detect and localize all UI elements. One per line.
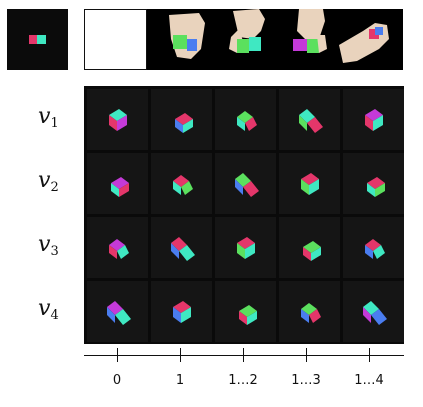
block-pair-icon	[363, 301, 387, 325]
axis-label-4: 1…4	[354, 373, 384, 388]
axis-tick-0	[117, 348, 118, 362]
grid-cell-r2-c3	[215, 153, 276, 214]
block-pair-icon	[173, 175, 193, 195]
block-pair-icon	[109, 239, 129, 259]
grid-cell-r2-c5	[343, 153, 404, 214]
teal-block-icon	[37, 35, 46, 44]
row-label-v3: v3	[38, 232, 59, 259]
axis-tick-1	[180, 348, 181, 362]
axis-tick-2	[243, 348, 244, 362]
grid-cell-r4-c5	[343, 281, 404, 342]
block-pair-icon	[301, 173, 319, 195]
block-pair-icon	[303, 241, 321, 261]
red-block-icon	[29, 35, 37, 44]
block-pair-icon	[239, 305, 257, 325]
axis-tick-3	[306, 348, 307, 362]
block-pair-icon	[365, 239, 385, 259]
grid-cell-r3-c1	[87, 217, 148, 278]
blank-frame	[84, 9, 147, 70]
grid-cell-r4-c2	[151, 281, 212, 342]
grid-cell-r1-c4	[279, 89, 340, 150]
grid-cell-r4-c3	[215, 281, 276, 342]
hand-frame-3	[293, 9, 327, 53]
grid-cell-r1-c3	[215, 89, 276, 150]
block-pair-icon	[171, 237, 195, 261]
block-pair-icon	[111, 177, 129, 197]
reference-image	[7, 9, 68, 70]
axis-label-3: 1…3	[291, 373, 321, 388]
grid-cell-r3-c5	[343, 217, 404, 278]
hand-frame-1	[169, 13, 205, 59]
block-pair-icon	[175, 113, 193, 133]
block-pair-icon	[173, 301, 191, 323]
row-label-v2: v2	[38, 168, 59, 195]
robot-hand-icon	[169, 9, 389, 63]
rollout-grid	[84, 86, 404, 344]
axis-label-2: 1…2	[228, 373, 258, 388]
hand-frame-4	[339, 23, 389, 63]
grid-cell-r3-c3	[215, 217, 276, 278]
axis-label-1: 1	[175, 373, 185, 388]
block-pair-icon	[107, 301, 131, 325]
grid-cell-r1-c5	[343, 89, 404, 150]
row-label-v4: v4	[38, 296, 59, 323]
axis-tick-4	[369, 348, 370, 362]
grid-cell-r4-c1	[87, 281, 148, 342]
block-pair-icon	[109, 109, 127, 131]
grid-cell-r2-c4	[279, 153, 340, 214]
grid-cell-r3-c4	[279, 217, 340, 278]
grid-cell-r3-c2	[151, 217, 212, 278]
block-pair-icon	[367, 177, 385, 197]
grid-cell-r4-c4	[279, 281, 340, 342]
block-pair-icon	[301, 303, 321, 323]
grid-cell-r2-c1	[87, 153, 148, 214]
block-pair-icon	[237, 237, 255, 259]
block-pair-icon	[235, 173, 259, 197]
block-pair-icon	[365, 109, 383, 131]
grid-cell-r1-c2	[151, 89, 212, 150]
hand-frame-2	[229, 9, 265, 53]
grid-cell-r2-c2	[151, 153, 212, 214]
hand-manipulation-strip	[147, 9, 403, 70]
block-pair-icon	[299, 109, 323, 133]
grid-cell-r1-c1	[87, 89, 148, 150]
block-pair-icon	[237, 111, 257, 131]
timeline-axis	[84, 355, 404, 356]
row-label-v1: v1	[38, 104, 59, 131]
axis-label-0: 0	[112, 373, 122, 388]
